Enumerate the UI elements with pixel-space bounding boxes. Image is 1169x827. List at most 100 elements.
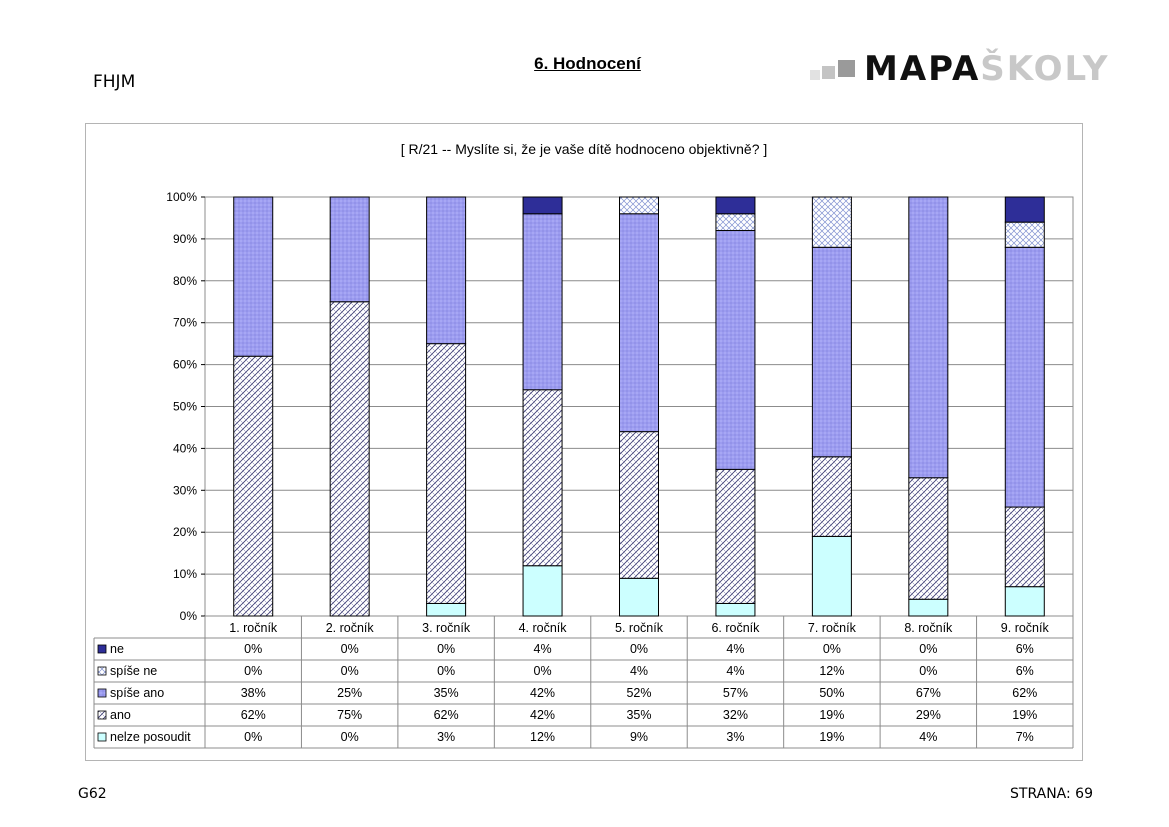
bar-segment — [1004, 586, 1045, 617]
x-tick-label: 1. ročník — [229, 621, 278, 635]
page-title: 6. Hodnocení — [534, 54, 641, 73]
bar-segment — [522, 213, 563, 391]
data-label: 32% — [723, 708, 748, 722]
data-label: 6% — [1016, 664, 1034, 678]
bar-segment — [908, 477, 949, 600]
bar-segment — [1004, 246, 1045, 508]
legend-swatch — [97, 666, 107, 676]
bar-segment — [233, 196, 274, 357]
logo-text-dark: MAPA — [864, 49, 981, 89]
bar-segment — [619, 196, 659, 215]
data-label: 62% — [241, 708, 266, 722]
y-tick-label: 50% — [173, 400, 197, 414]
data-label: 19% — [819, 730, 844, 744]
data-label: 4% — [534, 642, 552, 656]
data-label: 0% — [823, 642, 841, 656]
data-label: 12% — [530, 730, 555, 744]
data-label: 29% — [916, 708, 941, 722]
y-tick-label: 60% — [173, 358, 197, 372]
legend-label: spíše ne — [110, 664, 157, 678]
data-label: 50% — [819, 686, 844, 700]
x-tick-label: 5. ročník — [615, 621, 664, 635]
y-tick-label: 40% — [173, 441, 197, 455]
data-label: 0% — [244, 642, 262, 656]
legend-label: ano — [110, 708, 131, 722]
x-tick-label: 6. ročník — [711, 621, 760, 635]
page-number: STRANA: 69 — [1010, 786, 1093, 802]
y-tick-label: 0% — [180, 609, 198, 623]
bar-segment — [811, 456, 852, 537]
bar-segment — [811, 196, 852, 248]
bar-segment — [619, 213, 659, 433]
bar-segment — [715, 213, 756, 232]
data-label: 4% — [630, 664, 648, 678]
bar-segment — [1004, 196, 1045, 223]
bar-segment — [329, 301, 370, 617]
bar-segment — [426, 602, 467, 617]
bar-segment — [619, 431, 659, 579]
bar-segment — [908, 598, 949, 617]
y-tick-label: 80% — [173, 274, 197, 288]
bar-segment — [619, 577, 659, 617]
data-label: 0% — [919, 664, 937, 678]
data-label: 0% — [341, 730, 359, 744]
legend-swatch — [97, 688, 107, 698]
data-label: 19% — [1012, 708, 1037, 722]
logo-square-icon — [838, 60, 855, 77]
data-label: 9% — [630, 730, 648, 744]
x-tick-label: 2. ročník — [326, 621, 375, 635]
data-label: 4% — [726, 642, 744, 656]
legend-swatch — [97, 644, 107, 654]
data-label: 19% — [819, 708, 844, 722]
data-label: 0% — [244, 664, 262, 678]
bar-segment — [715, 196, 756, 215]
legend-label: spíše ano — [110, 686, 164, 700]
data-label: 62% — [1012, 686, 1037, 700]
x-tick-label: 9. ročník — [1001, 621, 1050, 635]
data-label: 67% — [916, 686, 941, 700]
x-tick-label: 8. ročník — [904, 621, 953, 635]
data-label: 42% — [530, 708, 555, 722]
data-label: 4% — [726, 664, 744, 678]
data-label: 62% — [434, 708, 459, 722]
chart-title: [ R/21 -- Myslíte si, že je vaše dítě ho… — [400, 141, 768, 157]
data-label: 0% — [534, 664, 552, 678]
logo-square-icon — [822, 66, 835, 79]
data-label: 42% — [530, 686, 555, 700]
bar-segment — [1004, 506, 1045, 588]
bar-segment — [426, 343, 467, 604]
bar-segment — [233, 355, 274, 617]
data-label: 0% — [244, 730, 262, 744]
data-label: 0% — [919, 642, 937, 656]
bar-segment — [522, 565, 563, 617]
footer-code: G62 — [78, 786, 107, 802]
chart-frame — [85, 123, 1083, 761]
bar-segment — [811, 535, 852, 617]
legend-label: nelze posoudit — [110, 730, 191, 744]
data-label: 57% — [723, 686, 748, 700]
x-tick-label: 3. ročník — [422, 621, 471, 635]
data-label: 7% — [1016, 730, 1034, 744]
bar-segment — [1004, 221, 1045, 248]
legend-label: ne — [110, 642, 124, 656]
bar-segment — [329, 196, 370, 303]
data-label: 38% — [241, 686, 266, 700]
data-label: 52% — [626, 686, 651, 700]
data-label: 0% — [437, 642, 455, 656]
data-label: 6% — [1016, 642, 1034, 656]
data-label: 35% — [434, 686, 459, 700]
data-label: 0% — [341, 664, 359, 678]
data-label: 35% — [626, 708, 651, 722]
bar-segment — [715, 602, 756, 617]
bar-segment — [908, 196, 949, 479]
school-code: FHJM — [93, 72, 136, 92]
data-label: 4% — [919, 730, 937, 744]
x-tick-label: 7. ročník — [808, 621, 857, 635]
data-label: 12% — [819, 664, 844, 678]
bar-segment — [522, 389, 563, 567]
mapa-skoly-logo: MAPAŠKOLY — [808, 49, 1107, 90]
data-label: 0% — [341, 642, 359, 656]
y-tick-label: 100% — [166, 190, 197, 204]
y-tick-label: 70% — [173, 316, 197, 330]
